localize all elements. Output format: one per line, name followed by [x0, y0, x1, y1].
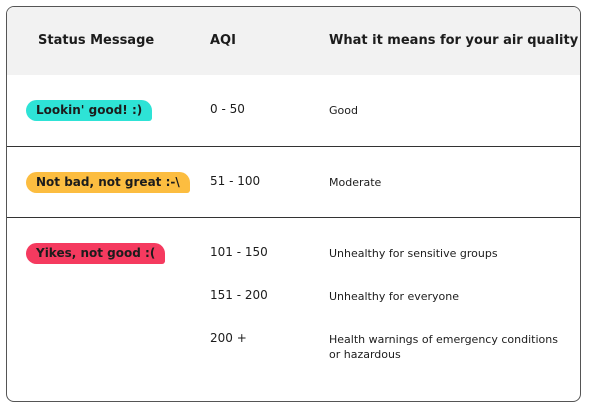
table-row: Lookin' good! :) 0 - 50 Good — [7, 75, 580, 146]
aqi-range: 101 - 150 — [210, 245, 268, 259]
aqi-meaning: Health warnings of emergency conditions … — [329, 333, 558, 361]
aqi-meaning: Unhealthy for everyone — [329, 290, 460, 303]
aqi-table: Status Message AQI What it means for you… — [6, 6, 581, 402]
aqi-range: 200 + — [210, 331, 247, 345]
header-cell: AQI — [210, 33, 236, 48]
aqi-range: 51 - 100 — [210, 174, 261, 188]
aqi-range: 0 - 50 — [210, 102, 245, 116]
aqi-meaning: Good — [329, 104, 358, 117]
header-cell: What it means for your air quality — [329, 33, 579, 48]
aqi-range: 151 - 200 — [210, 288, 268, 302]
header-cell: Status Message — [38, 33, 155, 48]
table-row: Not bad, not great :-\ 51 - 100 Moderate — [7, 146, 580, 217]
status-badge: Lookin' good! :) — [26, 100, 153, 121]
table-header: Status Message AQI What it means for you… — [7, 7, 580, 75]
table-row: Yikes, not good :( 101 - 150 Unhealthy for… — [7, 217, 580, 401]
status-badge: Not bad, not great :-\ — [26, 172, 190, 193]
status-badge: Yikes, not good :( — [26, 243, 166, 264]
aqi-meaning: Unhealthy for sensitive groups — [329, 247, 498, 260]
aqi-meaning: Moderate — [329, 176, 382, 189]
